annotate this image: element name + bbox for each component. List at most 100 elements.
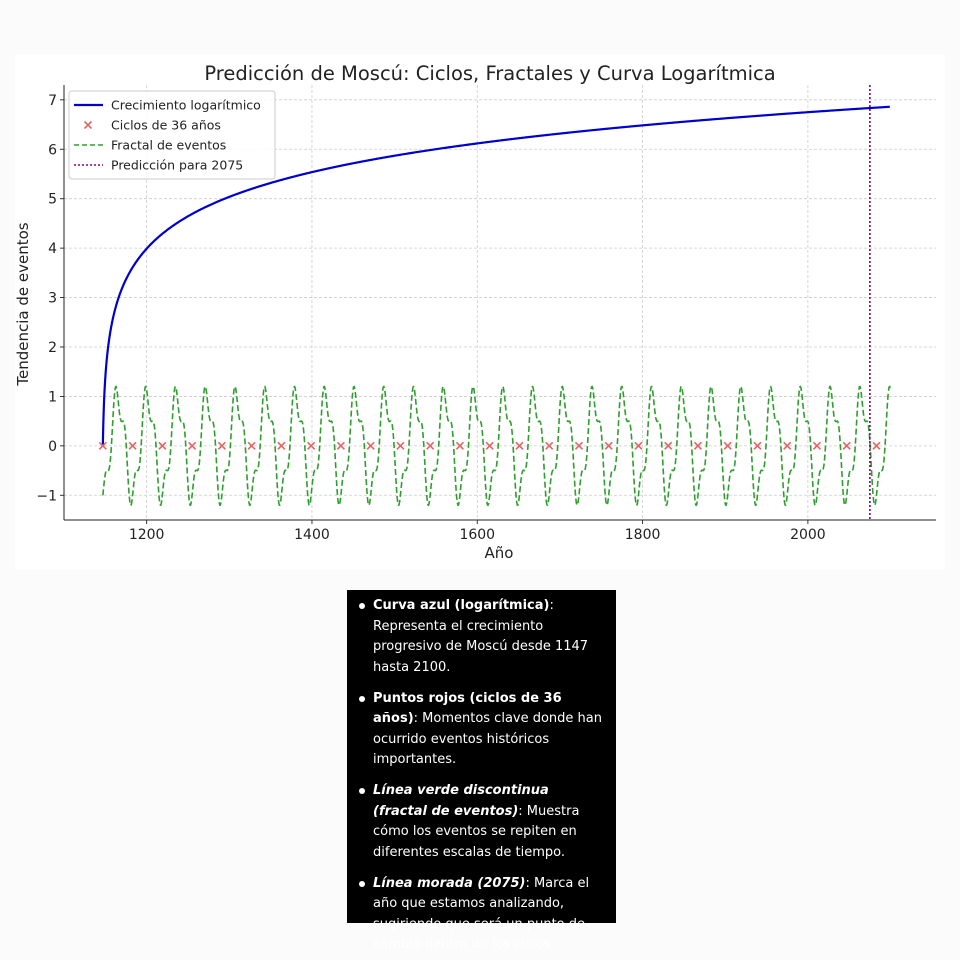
cycle-marker-stroke bbox=[783, 441, 792, 450]
note-text: : Marca el año que estamos analizando, s… bbox=[373, 875, 590, 953]
cycle-marker-stroke bbox=[515, 441, 524, 450]
x-tick-label: 1800 bbox=[625, 527, 661, 543]
y-tick-label: 3 bbox=[48, 291, 57, 307]
cycle-marker-stroke bbox=[277, 441, 286, 450]
cycle-marker-stroke bbox=[247, 441, 256, 450]
cycle-marker-stroke bbox=[664, 441, 673, 450]
cycle-point bbox=[128, 441, 137, 450]
cycle-point bbox=[664, 441, 673, 450]
bullet-icon bbox=[359, 603, 365, 609]
note-heading: Curva azul (logarítmica) bbox=[373, 598, 550, 613]
cycle-point bbox=[455, 441, 464, 450]
x-axis-label: Año bbox=[485, 544, 514, 562]
cycle-marker-stroke bbox=[217, 441, 226, 450]
cycle-marker-stroke bbox=[426, 441, 435, 450]
log-growth-series-line bbox=[101, 105, 890, 446]
notes-box: Curva azul (logarítmica): Representa el … bbox=[347, 590, 616, 952]
cycle-marker-stroke bbox=[812, 441, 822, 450]
cycle-point bbox=[783, 441, 792, 450]
fractal-series-line bbox=[102, 385, 892, 507]
cycle-point bbox=[217, 441, 226, 450]
cycle-marker-stroke bbox=[842, 441, 851, 450]
cycle-marker-stroke bbox=[574, 441, 584, 450]
cycle-point bbox=[98, 441, 107, 450]
legend-entry: Crecimiento logarítmico bbox=[74, 98, 261, 113]
cycle-point bbox=[158, 441, 167, 450]
note-text: : Muestra cómo los eventos se repiten en… bbox=[373, 803, 580, 860]
cycle-marker-stroke bbox=[693, 441, 703, 450]
cycle-marker-stroke bbox=[128, 441, 137, 450]
cycle-point bbox=[277, 441, 286, 450]
cycle-marker-stroke bbox=[188, 441, 197, 450]
y-axis-label: Tendencia de eventos bbox=[15, 222, 32, 386]
cycle-marker-stroke bbox=[872, 441, 881, 450]
cycle-point bbox=[307, 441, 316, 450]
y-tick-label: 4 bbox=[48, 241, 57, 257]
cycle-point bbox=[545, 441, 554, 450]
y-axis-ticks: 7 6 5 4 3 2 1 0 −1 bbox=[36, 93, 64, 504]
x-tick-label: 1400 bbox=[294, 527, 330, 543]
cycle-point bbox=[842, 441, 851, 450]
note-item: Curva azul (logarítmica): Representa el … bbox=[359, 596, 604, 678]
cycle-point bbox=[634, 441, 643, 450]
cycle-marker-stroke bbox=[634, 441, 643, 450]
cycle-marker-stroke bbox=[158, 441, 167, 450]
note-item: Puntos rojos (ciclos de 36 años): Moment… bbox=[359, 689, 604, 771]
legend-label: Crecimiento logarítmico bbox=[111, 98, 261, 113]
y-tick-label: 1 bbox=[48, 389, 57, 405]
chart: Predicción de Moscú: Ciclos, Fractales y… bbox=[15, 62, 936, 562]
cycle-point bbox=[188, 441, 197, 450]
cycle-point bbox=[366, 441, 375, 450]
y-tick-label: 5 bbox=[48, 192, 57, 208]
cycle-marker-stroke bbox=[396, 441, 405, 450]
x-tick-label: 1200 bbox=[129, 527, 165, 543]
legend-marker bbox=[83, 120, 93, 130]
note-heading: Línea verde discontinua (fractal de even… bbox=[373, 783, 549, 819]
cycle-point bbox=[753, 441, 762, 450]
cycle-marker-stroke bbox=[307, 441, 316, 450]
axes bbox=[63, 85, 936, 521]
x-tick-label: 1600 bbox=[459, 527, 495, 543]
cycle-point bbox=[515, 441, 524, 450]
chart-panel: Predicción de Moscú: Ciclos, Fractales y… bbox=[15, 54, 945, 570]
cycle-point bbox=[426, 441, 435, 450]
note-item: Línea verde discontinua (fractal de even… bbox=[359, 781, 604, 863]
notes-list: Curva azul (logarítmica): Representa el … bbox=[359, 596, 604, 956]
cycle-marker-stroke bbox=[455, 441, 464, 450]
cycle-point bbox=[336, 441, 345, 450]
cycle-marker-stroke bbox=[604, 441, 613, 450]
cycle-point bbox=[247, 441, 256, 450]
cycle-marker-stroke bbox=[545, 441, 554, 450]
cycle-point bbox=[872, 441, 881, 450]
note-item: Línea morada (2075): Marca el año que es… bbox=[359, 874, 604, 956]
cycle-point bbox=[812, 441, 822, 450]
cycle-point bbox=[604, 441, 613, 450]
x-axis-ticks: 1200 1400 1600 1800 2000 bbox=[129, 520, 826, 543]
legend-label: Ciclos de 36 años bbox=[111, 118, 221, 133]
note-heading: Línea morada (2075) bbox=[373, 875, 526, 891]
y-tick-label: −1 bbox=[36, 488, 57, 504]
bullet-icon bbox=[359, 788, 365, 794]
cycle-point bbox=[574, 441, 584, 450]
y-tick-label: 7 bbox=[48, 93, 57, 109]
legend: Crecimiento logarítmico Ciclos de 36 años… bbox=[68, 90, 276, 180]
legend-label: Fractal de eventos bbox=[111, 138, 226, 153]
cycle-point bbox=[396, 441, 405, 450]
cycle-marker-stroke bbox=[366, 441, 375, 450]
y-tick-label: 2 bbox=[48, 340, 57, 356]
legend-entry: Predicción para 2075 bbox=[74, 158, 243, 173]
legend-label: Predicción para 2075 bbox=[111, 158, 243, 173]
note-text: : Representa el crecimiento progresivo d… bbox=[373, 598, 589, 675]
cycle-marker-stroke bbox=[723, 441, 732, 450]
chart-title: Predicción de Moscú: Ciclos, Fractales y… bbox=[204, 62, 775, 85]
cycle-point bbox=[723, 441, 732, 450]
legend-entry: Fractal de eventos bbox=[74, 138, 226, 153]
y-tick-label: 6 bbox=[48, 142, 57, 158]
cycle-marker-stroke bbox=[336, 441, 345, 450]
cycle-point bbox=[693, 441, 703, 450]
legend-entry: Ciclos de 36 años bbox=[83, 118, 221, 133]
cycle-marker-stroke bbox=[753, 441, 762, 450]
cycle-marker-stroke bbox=[485, 441, 494, 450]
cycle-marker-stroke bbox=[98, 441, 107, 450]
legend-box bbox=[68, 90, 276, 180]
